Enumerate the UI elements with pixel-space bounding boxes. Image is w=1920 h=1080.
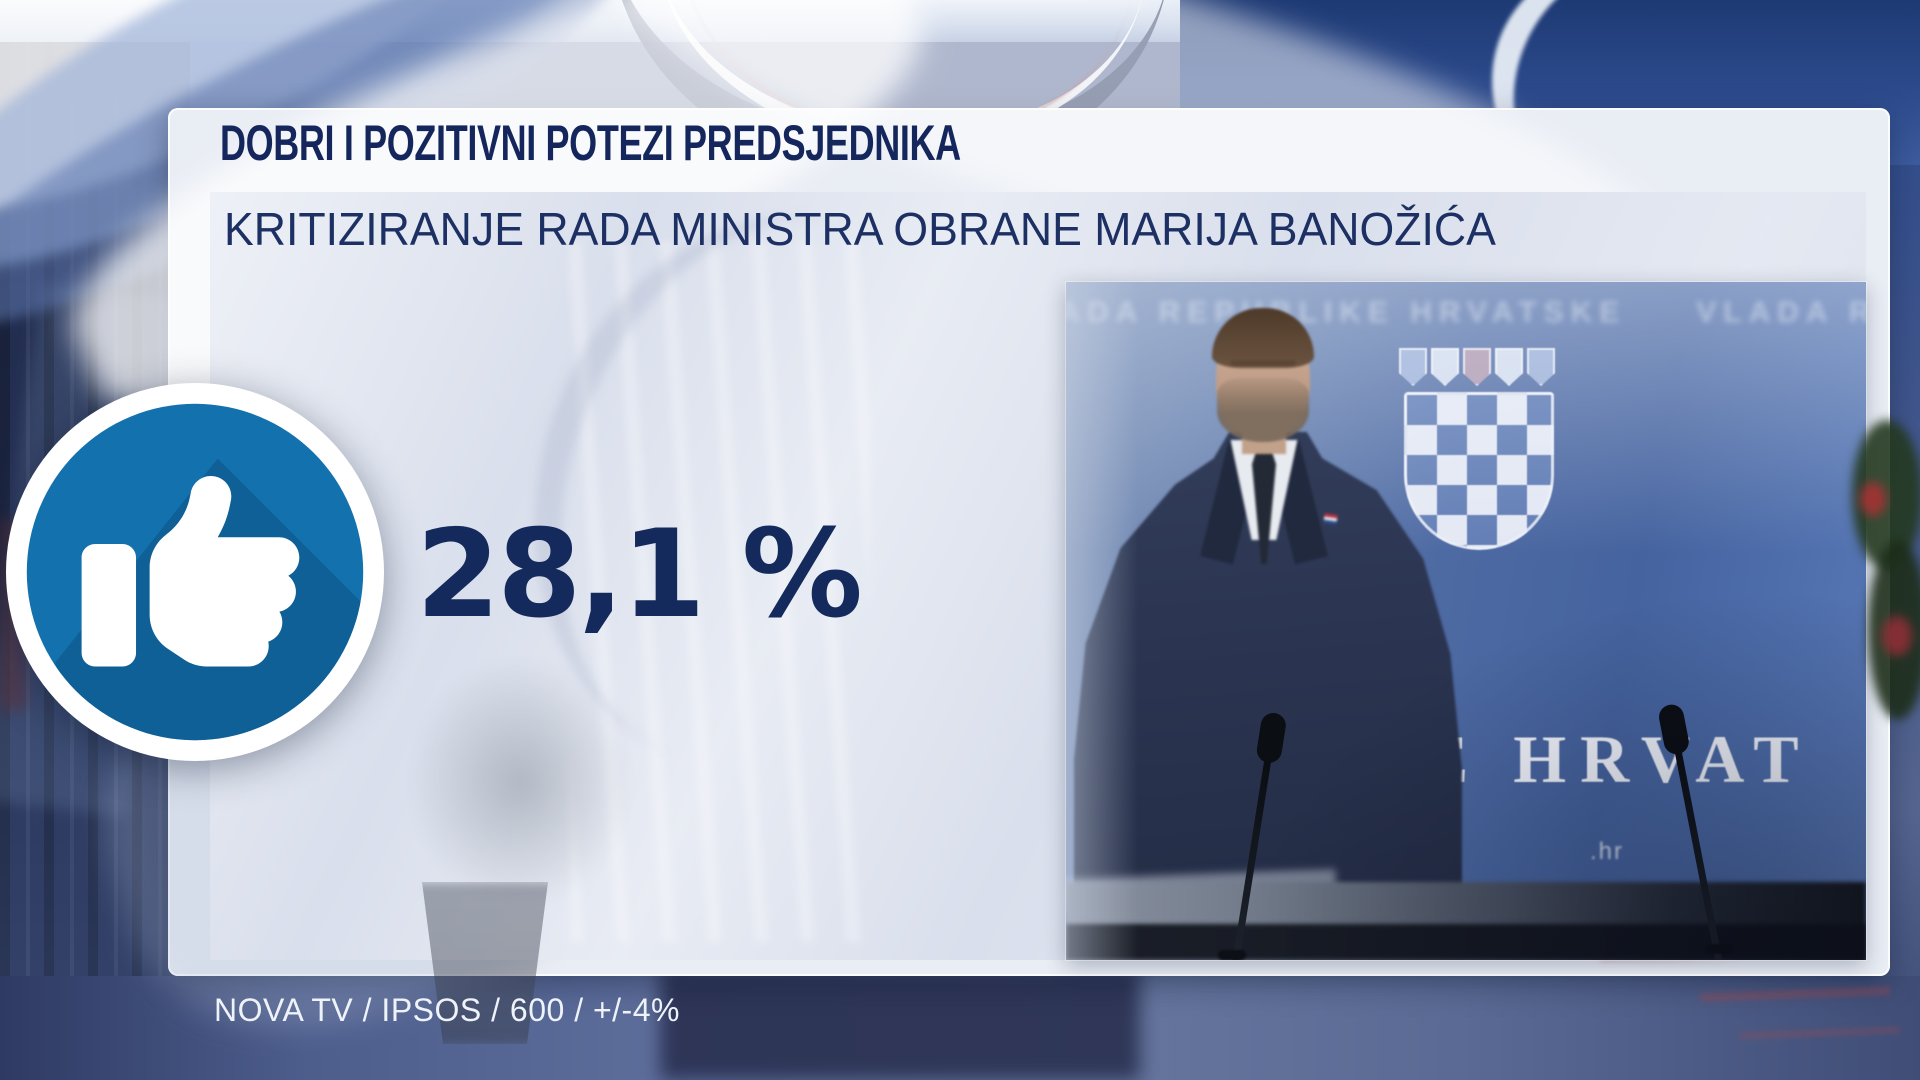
photo-vignette [1066,282,1866,960]
thumbs-up-icon [6,383,384,761]
poll-percentage-value: 28,1 % [416,504,863,645]
floor-silhouette [660,968,1140,1080]
blurred-plant-pot [422,882,548,1044]
foreground-plant [1842,420,1920,740]
poll-category-title: DOBRI I POZITIVNI POTEZI PREDSJEDNIKA [220,115,961,171]
blurred-staircase [570,242,870,942]
thumbs-up-badge [6,383,384,761]
minister-photo: VLADA REPUBLIKE HRVATSKEVLADA REPUBLIKE … [1066,282,1866,960]
poll-item-subtitle: KRITIZIRANJE RADA MINISTRA OBRANE MARIJA… [224,203,1496,255]
blurred-plant [360,662,680,962]
source-caption: NOVA TV / IPSOS / 600 / +/-4% [214,992,680,1028]
